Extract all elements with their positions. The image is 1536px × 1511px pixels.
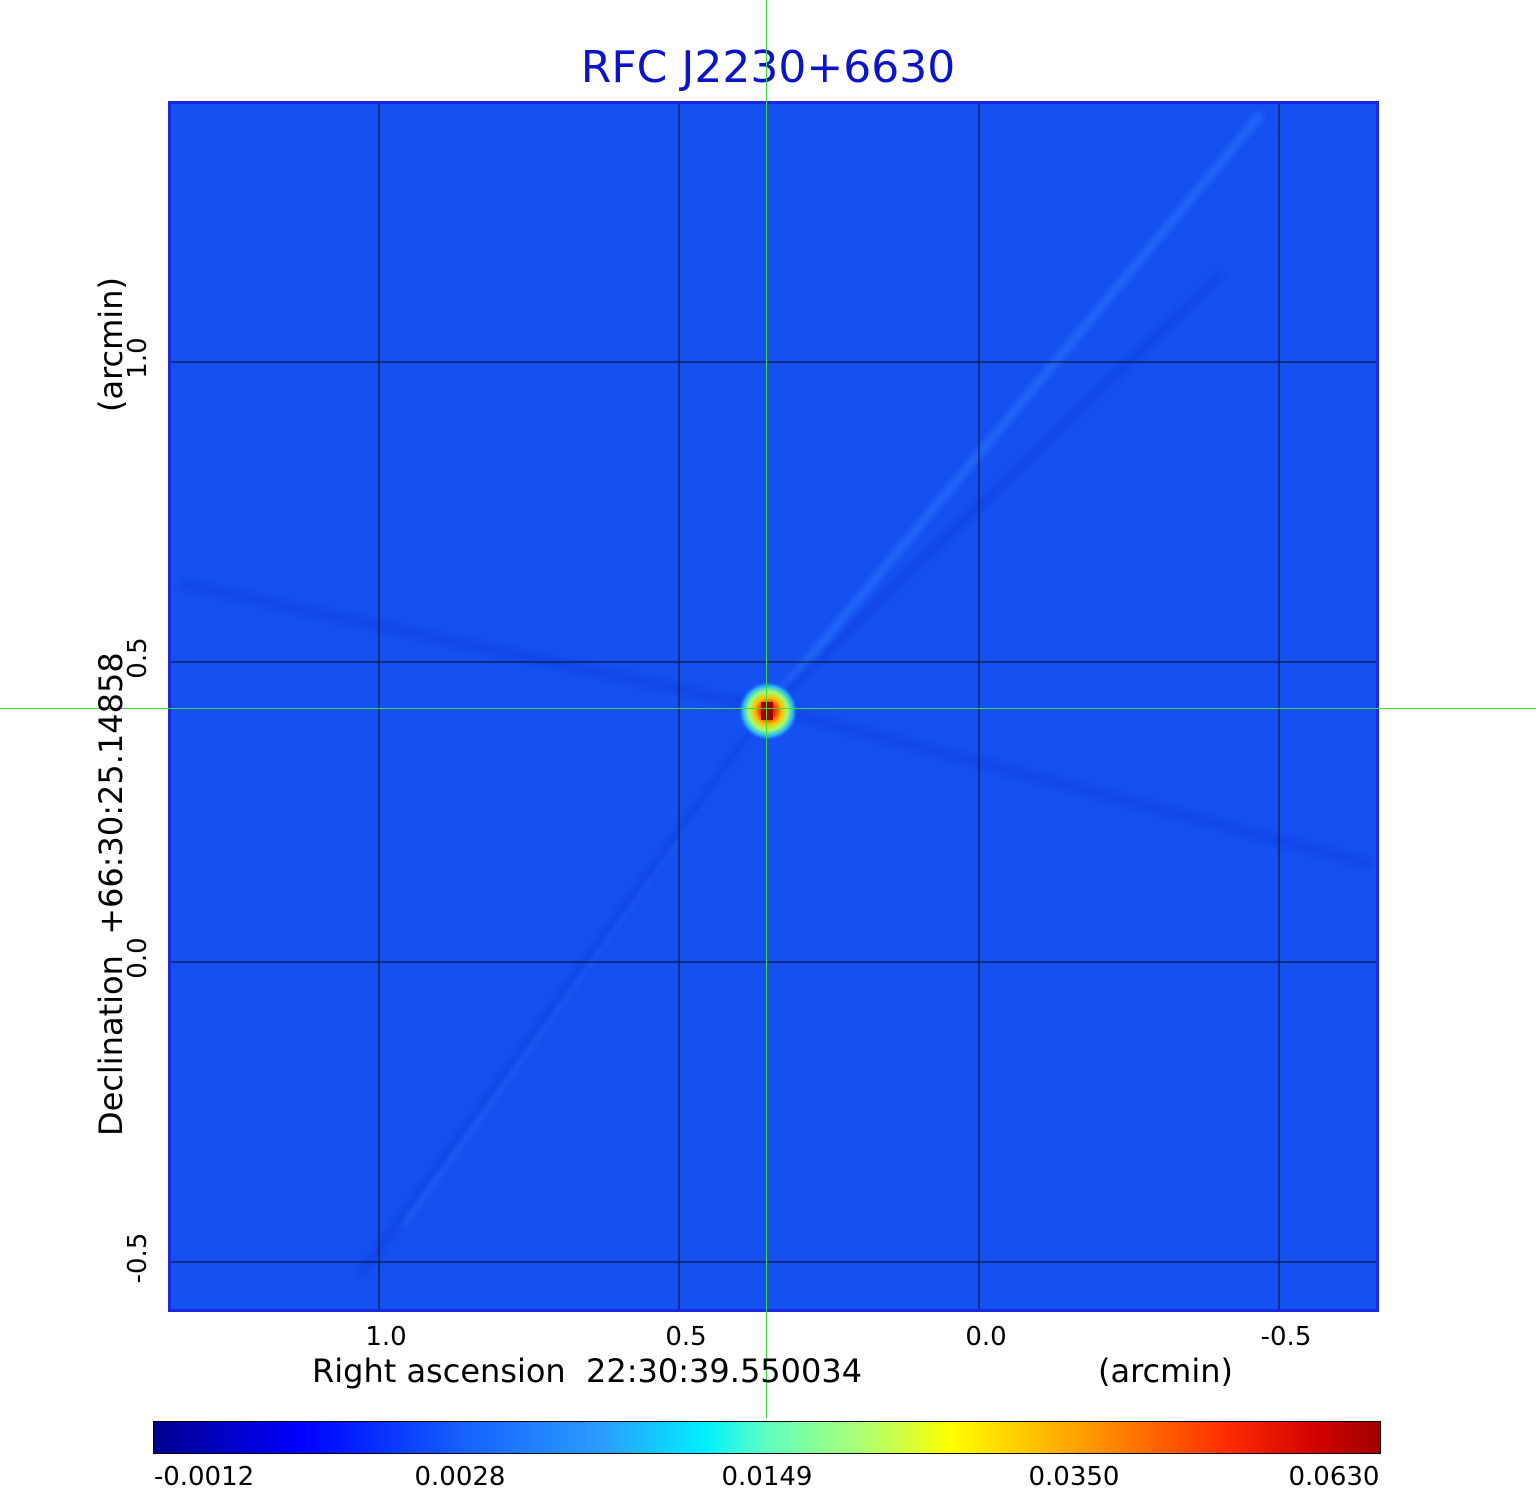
crosshair-vertical: [766, 0, 767, 1418]
x-axis-unit: (arcmin): [1098, 1352, 1233, 1390]
y-axis-unit: (arcmin): [92, 277, 130, 412]
radio-map[interactable]: [168, 101, 1379, 1312]
colorbar: [153, 1421, 1381, 1454]
colorbar-label: 0.0028: [414, 1462, 506, 1492]
streak-ne2: [765, 271, 1224, 711]
source-peak: [761, 702, 773, 720]
y-tick-label: -0.5: [123, 1232, 153, 1284]
colorbar-label: 0.0350: [1028, 1462, 1120, 1492]
x-tick-label: -0.5: [1260, 1322, 1312, 1352]
streak-sw2: [357, 705, 772, 1277]
colorbar-label: 0.0630: [1288, 1462, 1380, 1492]
x-axis-label: Right ascension 22:30:39.550034: [312, 1352, 863, 1390]
colorbar-label: 0.0149: [721, 1462, 813, 1492]
coordinate-grid: [171, 104, 1376, 1309]
x-tick-label: 0.0: [965, 1322, 1007, 1352]
sidelobe-streaks: [179, 111, 1373, 1277]
streak-ne: [764, 111, 1265, 711]
y-axis-label: Declination +66:30:25.14858: [92, 652, 130, 1136]
x-tick-label: 1.0: [365, 1322, 407, 1352]
streak-e: [766, 703, 1373, 869]
colorbar-label: -0.0012: [153, 1462, 255, 1492]
x-tick-label: 0.5: [665, 1322, 707, 1352]
map-title: RFC J2230+6630: [580, 42, 956, 93]
crosshair-horizontal: [0, 708, 1536, 709]
radio-map-image: [171, 104, 1376, 1309]
streak-w: [179, 579, 770, 713]
